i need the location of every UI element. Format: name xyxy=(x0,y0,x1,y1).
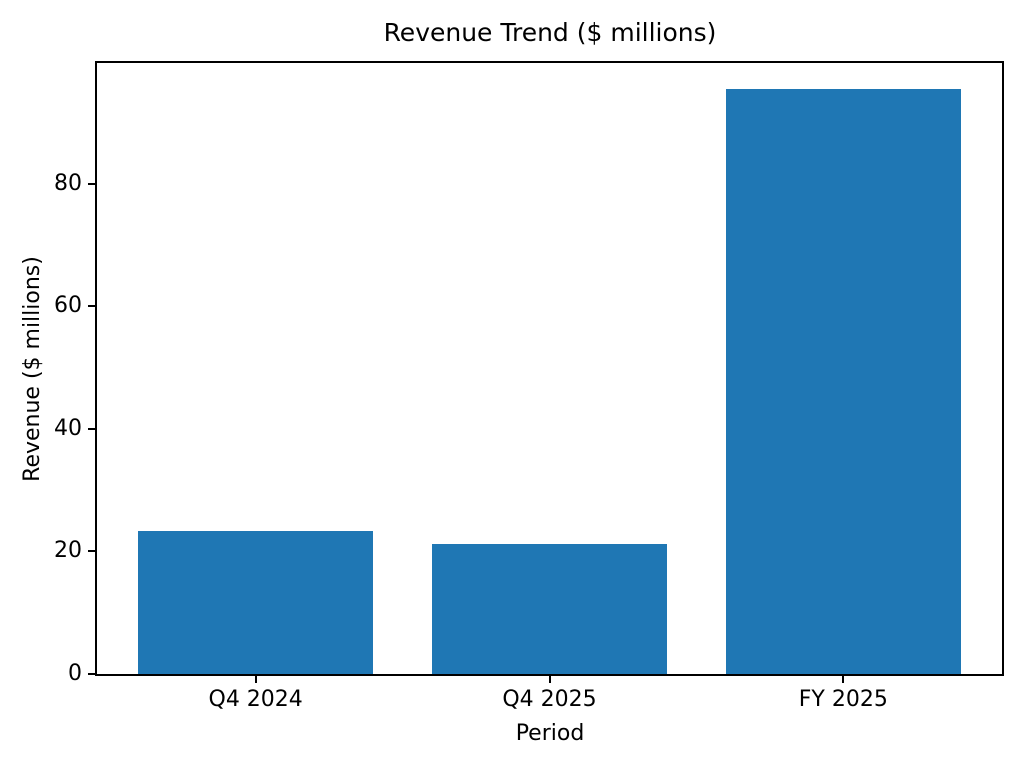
x-tick-mark-q4-2025 xyxy=(548,676,551,683)
y-tick-mark-0 xyxy=(88,673,95,675)
y-axis-label: Revenue ($ millions) xyxy=(20,256,45,482)
y-tick-label-0: 0 xyxy=(68,661,82,686)
x-tick-label-q4-2024: Q4 2024 xyxy=(208,687,303,712)
y-tick-mark-80 xyxy=(88,182,95,185)
bar-fy-2025 xyxy=(725,89,961,674)
plot-area xyxy=(95,61,1004,676)
x-tick-mark-q4-2024 xyxy=(254,676,257,683)
chart-title: Revenue Trend ($ millions) xyxy=(383,18,717,47)
y-tick-mark-40 xyxy=(88,427,95,430)
y-tick-mark-60 xyxy=(88,305,95,308)
y-tick-label-80: 80 xyxy=(54,170,82,196)
y-tick-label-40: 40 xyxy=(54,415,82,441)
y-tick-label-20: 20 xyxy=(54,538,82,564)
bar-q4-2024 xyxy=(138,531,374,674)
y-tick-mark-20 xyxy=(88,550,95,553)
x-tick-label-q4-2025: Q4 2025 xyxy=(502,687,597,712)
x-tick-mark-fy-2025 xyxy=(842,676,845,683)
bar-q4-2025 xyxy=(431,543,668,674)
x-tick-label-fy-2025: FY 2025 xyxy=(798,687,888,712)
y-tick-label-60: 60 xyxy=(54,293,82,319)
x-axis-label: Period xyxy=(515,721,585,746)
